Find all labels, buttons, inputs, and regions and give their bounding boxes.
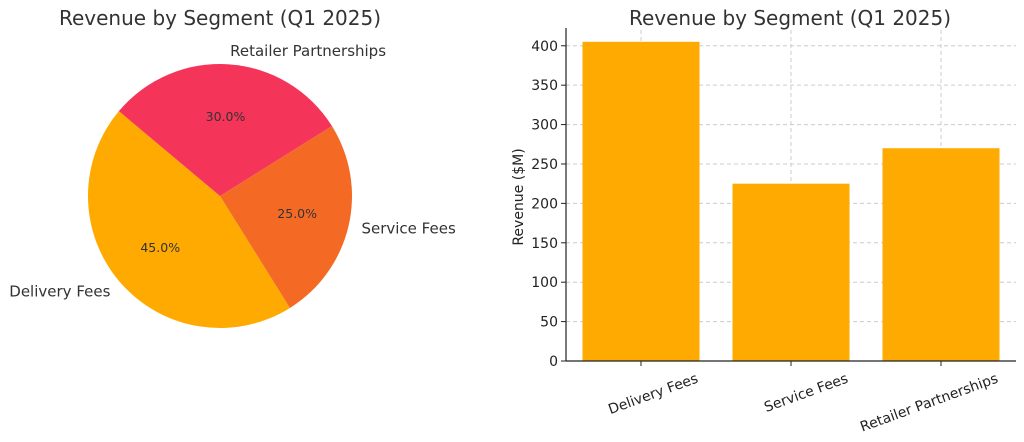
pie-percent-label-service-fees: 25.0%: [277, 206, 317, 221]
bar-chart-title: Revenue by Segment (Q1 2025): [629, 6, 951, 30]
pie-chart-title: Revenue by Segment (Q1 2025): [59, 6, 381, 30]
bar-y-tick-label: 400: [531, 39, 558, 55]
bar-x-ticks: Delivery Fees Service Fees Retailer Partne…: [606, 361, 1000, 436]
bar-y-tick-label: 100: [531, 275, 558, 291]
pie-percent-label-delivery-fees: 45.0%: [140, 240, 180, 255]
bar-y-tick-label: 350: [531, 78, 558, 94]
pie-category-label-delivery-fees: Delivery Fees: [9, 282, 110, 300]
pie-slice-retailer-partnerships: [118, 64, 332, 196]
pie-chart: Revenue by Segment (Q1 2025) 45.0% Delive…: [9, 6, 456, 329]
bar-x-tick-label-service-fees: Service Fees: [762, 371, 850, 416]
pie-category-label-service-fees: Service Fees: [361, 220, 455, 238]
pie-category-label-retailer-partnerships: Retailer Partnerships: [230, 42, 386, 60]
bar-y-tick-label: 300: [531, 118, 558, 134]
pie-slice-service-fees: [220, 126, 352, 308]
bar-y-tick-label: 200: [531, 196, 558, 212]
pie-labels: 45.0% Delivery Fees 25.0% Service Fees 30.0%…: [9, 42, 456, 300]
bar-y-tick-label: 250: [531, 157, 558, 173]
bar-y-tick-label: 0: [549, 354, 558, 370]
bar-retailer-partnerships: [882, 148, 1000, 361]
pie-slices: [87, 64, 352, 329]
pie-percent-label-retailer-partnerships: 30.0%: [206, 109, 246, 124]
bar-x-tick-label-retailer-partnerships: Retailer Partnerships: [858, 371, 1000, 436]
bar-bars: [582, 41, 1000, 361]
bar-y-tick-label: 150: [531, 236, 558, 252]
bar-chart: Revenue by Segment (Q1 2025) 0 50 100 150 20…: [511, 6, 1016, 436]
bar-y-tick-label: 50: [540, 315, 558, 331]
bar-x-tick-label-delivery-fees: Delivery Fees: [606, 371, 700, 418]
bar-delivery-fees: [582, 41, 700, 361]
bar-service-fees: [732, 183, 850, 361]
bar-y-ticks: 0 50 100 150 200 250 300 350 400: [531, 39, 566, 370]
bar-y-axis-label: Revenue ($M): [511, 148, 527, 245]
pie-slice-delivery-fees: [87, 111, 290, 329]
